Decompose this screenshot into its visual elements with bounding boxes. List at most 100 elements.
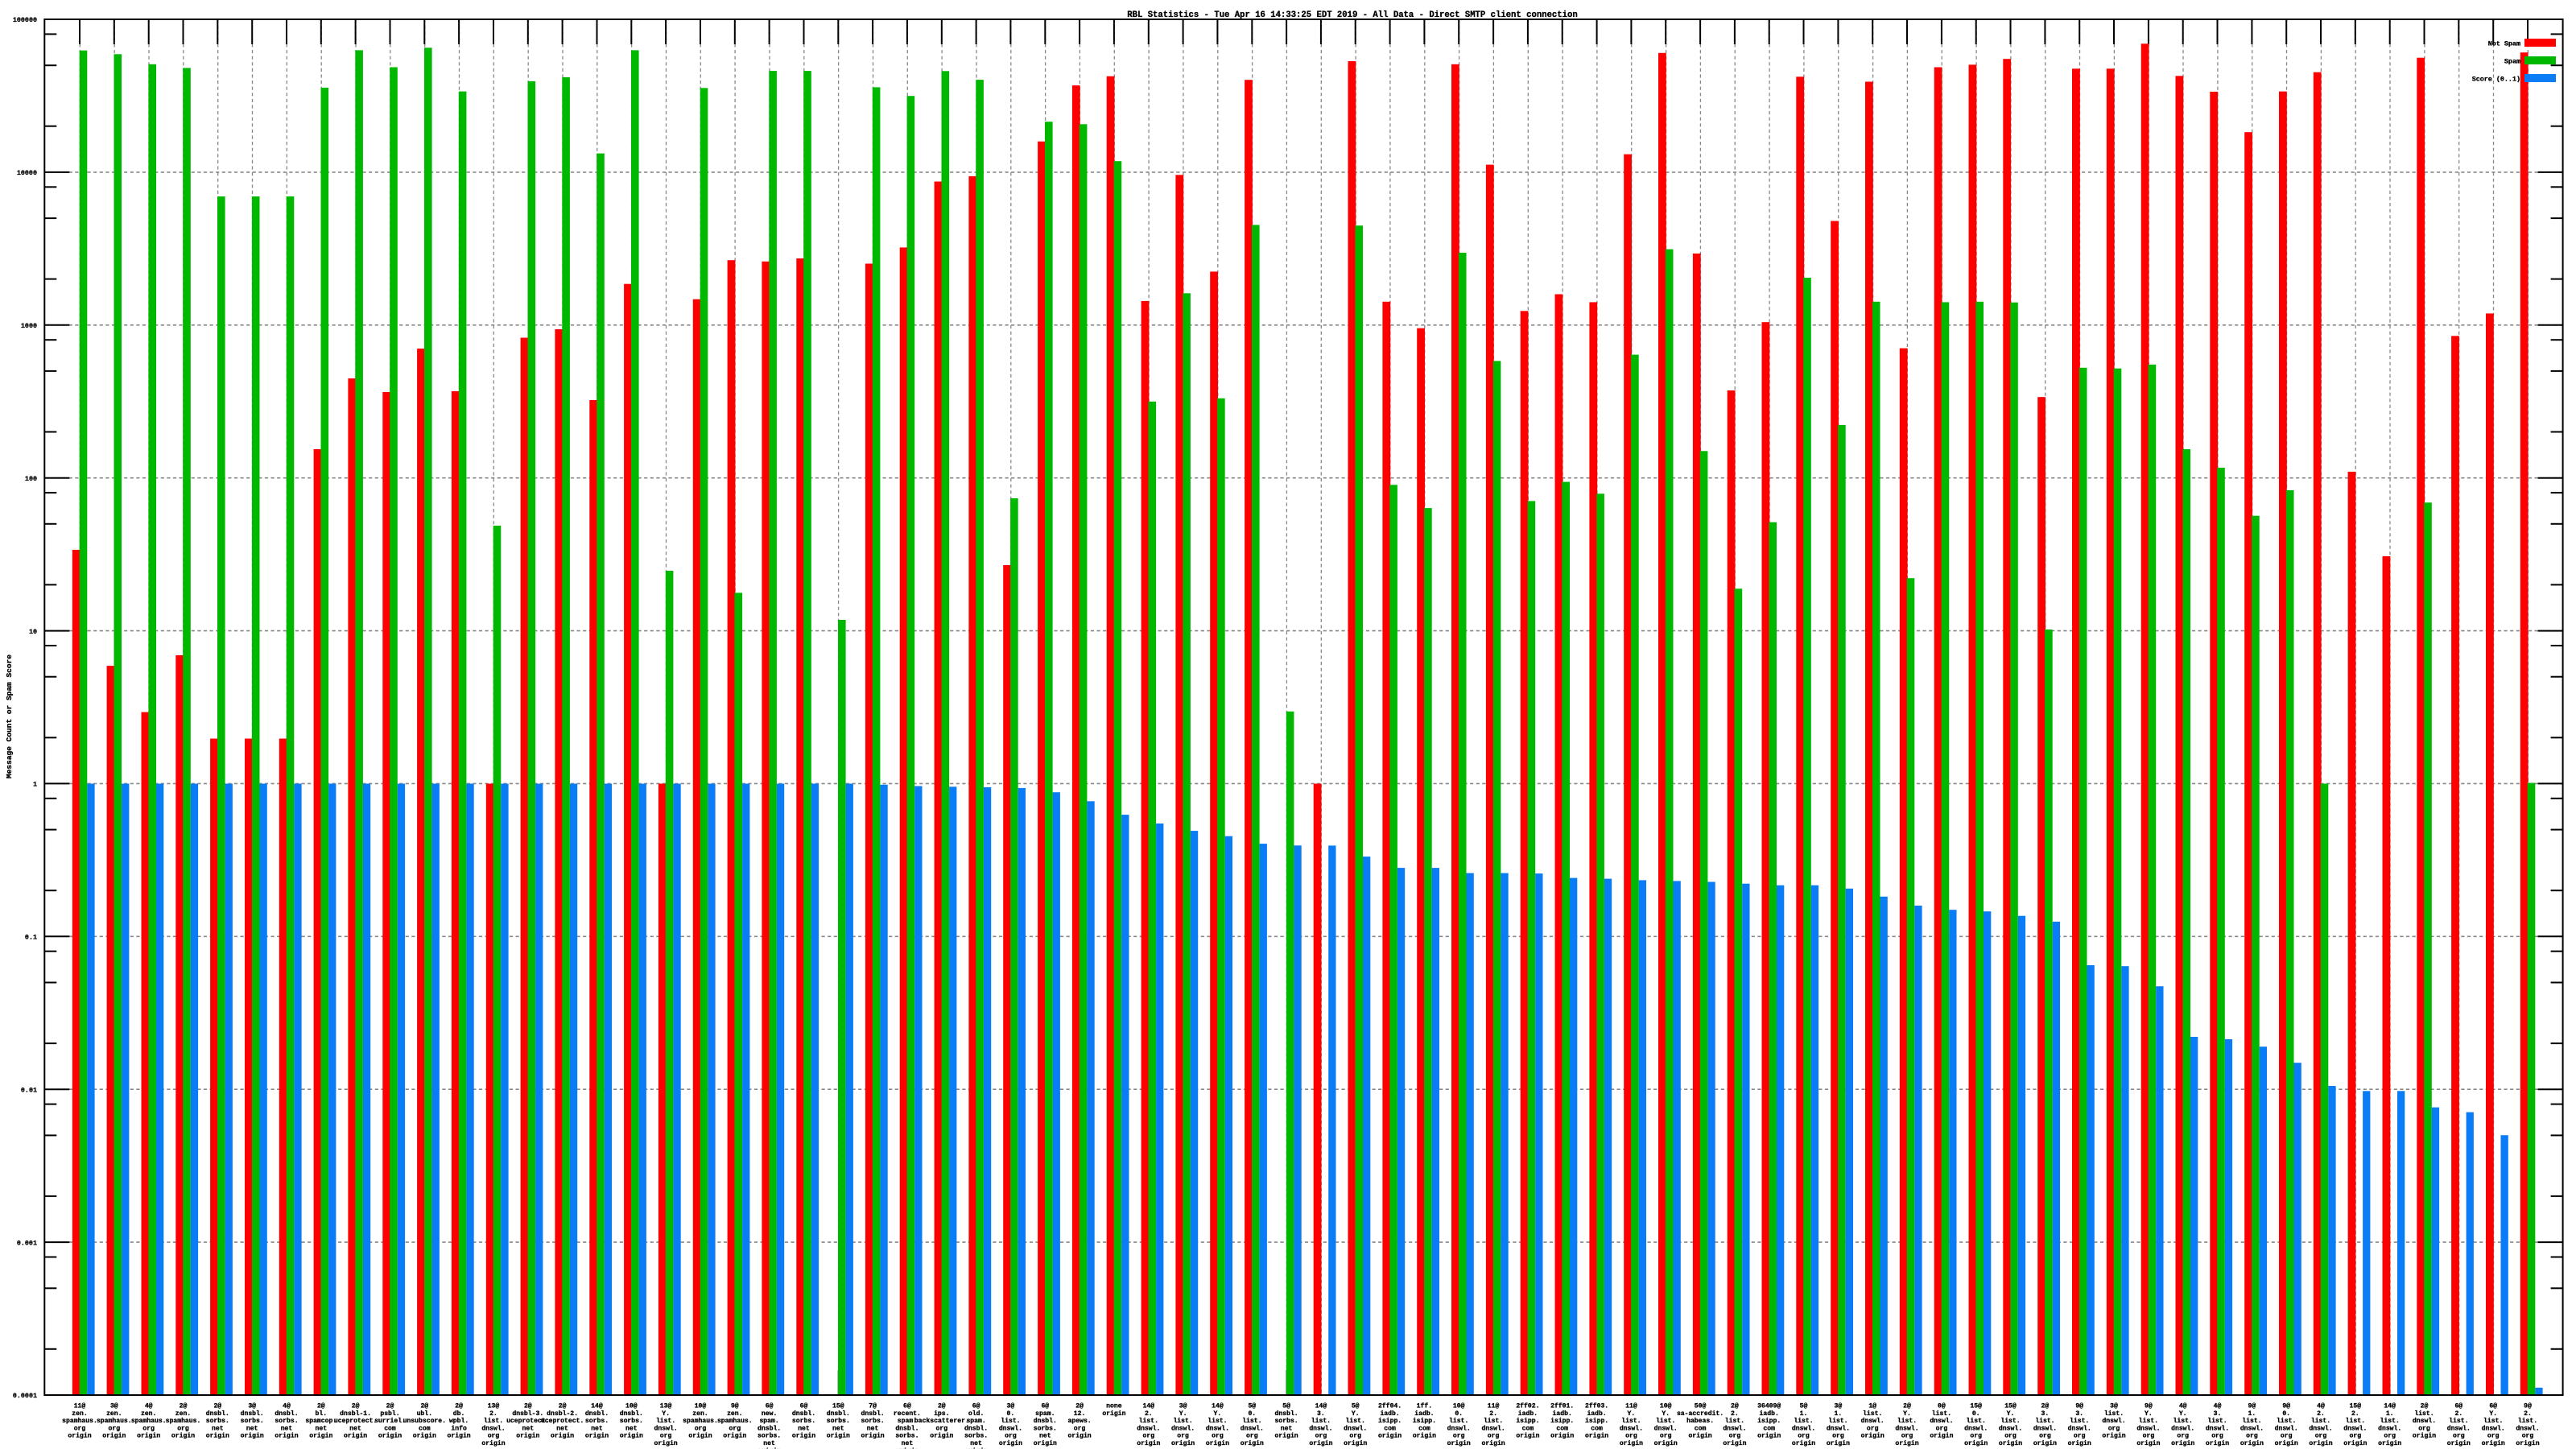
svg-text:origin: origin [2413, 1433, 2436, 1440]
svg-text:10@: 10@ [1660, 1403, 1672, 1410]
svg-text:origin: origin [2206, 1440, 2229, 1447]
svg-text:list.: list. [2000, 1418, 2020, 1425]
svg-text:5@: 5@ [1352, 1403, 1360, 1410]
svg-text:100: 100 [25, 475, 37, 483]
svg-text:origin: origin [481, 1440, 505, 1447]
svg-text:org: org [2487, 1433, 2500, 1440]
svg-text:1.: 1. [2386, 1410, 2394, 1418]
svg-text:dnswl.: dnswl. [1309, 1425, 1332, 1432]
svg-text:dnsbl.: dnsbl. [964, 1425, 988, 1432]
svg-text:com: com [1591, 1425, 1603, 1432]
svg-text:origin: origin [1964, 1440, 1988, 1447]
svg-text:dnsbl.: dnsbl. [895, 1425, 919, 1432]
svg-text:9@: 9@ [2524, 1403, 2532, 1410]
svg-text:2@: 2@ [938, 1403, 946, 1410]
svg-text:origin: origin [1206, 1440, 1229, 1447]
svg-text:13@: 13@ [488, 1403, 500, 1410]
svg-text:dnsbl-1.: dnsbl-1. [340, 1410, 371, 1418]
svg-text:org: org [2315, 1433, 2327, 1440]
svg-text:spamhaus.: spamhaus. [131, 1418, 167, 1425]
svg-text:list.: list. [2449, 1418, 2468, 1425]
svg-text:dnsbl-3.: dnsbl-3. [512, 1410, 543, 1418]
svg-text:spamhaus.: spamhaus. [683, 1418, 718, 1425]
svg-text:origin: origin [1102, 1410, 1125, 1418]
svg-text:isipp.: isipp. [1757, 1418, 1781, 1425]
svg-text:list.: list. [1484, 1418, 1503, 1425]
svg-text:7@: 7@ [869, 1403, 877, 1410]
svg-text:3.: 3. [2075, 1410, 2083, 1418]
svg-text:origin: origin [1034, 1440, 1057, 1447]
svg-text:org: org [2211, 1433, 2223, 1440]
svg-text:Message Count or Spam Score: Message Count or Spam Score [5, 654, 14, 778]
svg-text:3@: 3@ [110, 1403, 118, 1410]
svg-text:11@: 11@ [1488, 1403, 1500, 1410]
svg-text:dnswl.: dnswl. [2206, 1425, 2229, 1432]
svg-text:org: org [2074, 1433, 2086, 1440]
svg-text:list.: list. [1794, 1418, 1813, 1425]
svg-text:list.: list. [2207, 1418, 2227, 1425]
svg-text:2@: 2@ [317, 1403, 325, 1410]
svg-text:list.: list. [1897, 1418, 1917, 1425]
svg-text:9@: 9@ [2248, 1403, 2256, 1410]
svg-text:1.: 1. [1800, 1410, 1808, 1418]
svg-text:org: org [1936, 1425, 1948, 1432]
svg-text:origin: origin [516, 1433, 539, 1440]
svg-text:origin: origin [1378, 1433, 1402, 1440]
svg-text:0@: 0@ [1938, 1403, 1946, 1410]
svg-text:dnswl.: dnswl. [2240, 1425, 2264, 1432]
svg-text:origin: origin [378, 1433, 402, 1440]
svg-text:5@: 5@ [1800, 1403, 1808, 1410]
svg-text:dnswl.: dnswl. [1792, 1425, 1815, 1432]
svg-text:origin: origin [2102, 1433, 2125, 1440]
svg-text:sorbs.: sorbs. [585, 1418, 609, 1425]
svg-text:dnswl.: dnswl. [654, 1425, 678, 1432]
svg-text:zen.: zen. [692, 1410, 708, 1418]
svg-text:2@: 2@ [524, 1403, 532, 1410]
svg-text:origin: origin [2516, 1440, 2539, 1447]
svg-text:isipp.: isipp. [1378, 1418, 1402, 1425]
svg-text:origin: origin [1861, 1433, 1885, 1440]
svg-text:origin: origin [792, 1433, 815, 1440]
svg-text:list.: list. [1173, 1418, 1192, 1425]
svg-text:3@: 3@ [1835, 1403, 1843, 1410]
svg-text:com: com [1763, 1425, 1775, 1432]
svg-text:dnswl.: dnswl. [1723, 1425, 1746, 1432]
svg-text:origin: origin [309, 1433, 332, 1440]
svg-text:14@: 14@ [2384, 1403, 2396, 1410]
svg-text:zen.: zen. [72, 1410, 87, 1418]
svg-text:list.: list. [1725, 1418, 1744, 1425]
svg-text:Y.: Y. [2179, 1410, 2187, 1418]
svg-text:sa-accredit.: sa-accredit. [1677, 1410, 1724, 1418]
svg-text:Spam: Spam [2504, 58, 2520, 66]
svg-text:2.: 2. [2454, 1410, 2462, 1418]
svg-text:Y.: Y. [1662, 1410, 1670, 1418]
svg-text:wpbl.: wpbl. [449, 1418, 469, 1425]
svg-text:10: 10 [29, 628, 37, 636]
svg-text:net: net [591, 1425, 603, 1432]
svg-text:list.: list. [1863, 1410, 1882, 1418]
svg-text:Y.: Y. [1179, 1410, 1187, 1418]
svg-text:origin: origin [137, 1433, 160, 1440]
svg-text:dnswl.: dnswl. [2447, 1425, 2471, 1432]
svg-text:0.01: 0.01 [21, 1086, 37, 1094]
svg-text:net: net [212, 1425, 224, 1432]
svg-text:new.: new. [762, 1410, 777, 1418]
svg-text:list.: list. [1656, 1418, 1675, 1425]
svg-text:isipp.: isipp. [1413, 1418, 1436, 1425]
svg-text:org: org [2039, 1433, 2051, 1440]
svg-text:dnswl.: dnswl. [2309, 1425, 2332, 1432]
svg-text:dnsbl.: dnsbl. [206, 1410, 229, 1418]
svg-text:list.: list. [2104, 1410, 2124, 1418]
svg-text:dnswl.: dnswl. [2275, 1425, 2298, 1432]
svg-text:origin: origin [1585, 1433, 1608, 1440]
svg-text:3.: 3. [2214, 1410, 2222, 1418]
svg-text:2ff02.: 2ff02. [1516, 1403, 1539, 1410]
svg-text:3.: 3. [2041, 1410, 2050, 1418]
svg-text:3.: 3. [1317, 1410, 1325, 1418]
svg-text:org: org [2350, 1433, 2362, 1440]
svg-text:com: com [1556, 1425, 1568, 1432]
svg-text:2@: 2@ [2421, 1403, 2429, 1410]
svg-text:dnsbl.: dnsbl. [620, 1410, 643, 1418]
svg-text:org: org [1246, 1433, 1258, 1440]
svg-text:origin: origin [827, 1433, 850, 1440]
